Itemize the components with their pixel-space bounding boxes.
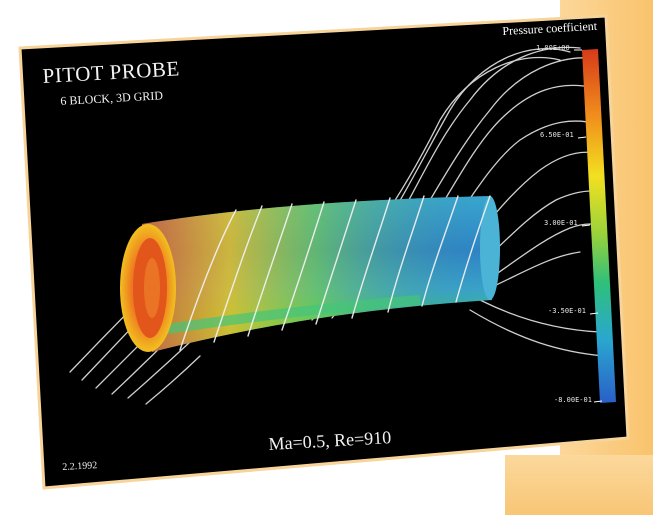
- legend-tick-1: 1.00E+00: [536, 44, 570, 52]
- legend-tick-5: -8.00E-01: [554, 396, 592, 404]
- figure-date: 2.2.1992: [62, 460, 98, 473]
- orange-paper-bottom: [505, 455, 653, 515]
- legend-tick-3: 3.00E-01: [544, 219, 578, 227]
- legend-tick-2: 6.50E-01: [540, 131, 574, 139]
- legend-tick-4: -3.50E-01: [548, 307, 586, 315]
- color-bar: [582, 49, 616, 403]
